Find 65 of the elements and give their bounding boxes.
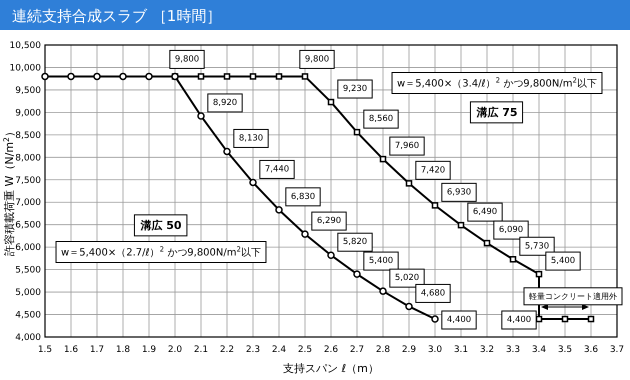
y-tick-label: 9,000 bbox=[15, 108, 42, 118]
x-tick-label: 1.9 bbox=[142, 345, 156, 355]
x-tick-label: 3.5 bbox=[558, 345, 572, 355]
x-tick-label: 1.5 bbox=[38, 345, 52, 355]
y-tick-label: 6,500 bbox=[15, 220, 42, 231]
y-tick-label: 7,000 bbox=[15, 198, 42, 208]
x-tick-label: 1.7 bbox=[90, 345, 104, 355]
annotation: w＝5,400×（2.7/ℓ）$^{2}$ かつ9,800N/m$^{2}$以下 bbox=[61, 246, 261, 258]
x-tick-label: 2.5 bbox=[298, 345, 312, 355]
x-tick-label: 3.7 bbox=[610, 345, 624, 355]
annotation: w＝5,400×（3.4/ℓ）$^{2}$ かつ9,800N/m$^{2}$以下 bbox=[397, 76, 597, 90]
data-label: 8,130 bbox=[238, 133, 264, 144]
data-label: 9,230 bbox=[342, 84, 368, 94]
data-label: 4,400 bbox=[506, 315, 532, 326]
x-tick-label: 2.6 bbox=[324, 345, 338, 355]
y-tick-label: 8,500 bbox=[15, 130, 42, 141]
data-label: 5,820 bbox=[342, 237, 368, 248]
x-tick-label: 2.7 bbox=[350, 345, 364, 355]
y-tick-label: 10,000 bbox=[10, 63, 42, 74]
data-label: 5,400 bbox=[550, 256, 576, 266]
data-label: 6,830 bbox=[290, 192, 316, 202]
data-label: 5,400 bbox=[368, 256, 394, 266]
x-tick-label: 3.2 bbox=[480, 345, 494, 355]
data-label: 9,800 bbox=[174, 54, 200, 64]
data-label: 6,090 bbox=[498, 225, 524, 236]
x-tick-label: 1.6 bbox=[64, 345, 78, 355]
x-tick-label: 2.1 bbox=[194, 345, 208, 355]
x-axis-title: 支持スパン ℓ（m） bbox=[283, 362, 379, 375]
y-tick-label: 6,000 bbox=[15, 243, 42, 254]
y-tick-label: 5,500 bbox=[15, 266, 42, 276]
data-label: 8,920 bbox=[212, 98, 238, 108]
x-tick-label: 2.2 bbox=[220, 345, 234, 355]
x-tick-label: 2.4 bbox=[272, 345, 286, 355]
x-tick-label: 2.3 bbox=[246, 345, 260, 355]
y-tick-label: 9,500 bbox=[15, 86, 42, 96]
data-label: 4,400 bbox=[446, 315, 472, 326]
x-tick-label: 1.8 bbox=[116, 345, 130, 355]
title-banner: 連続支持合成スラブ ［1時間］ bbox=[0, 0, 630, 30]
chart-title: 連続支持合成スラブ ［1時間］ bbox=[12, 7, 222, 25]
data-label: 6,930 bbox=[446, 187, 472, 198]
y-tick-label: 5,000 bbox=[15, 288, 42, 298]
y-tick-label: 4,500 bbox=[15, 310, 42, 321]
data-label: 7,440 bbox=[264, 164, 290, 174]
x-tick-label: 3.4 bbox=[532, 345, 546, 355]
y-tick-label: 7,500 bbox=[15, 176, 42, 186]
x-tick-label: 3.0 bbox=[428, 345, 442, 355]
y-tick-label: 8,000 bbox=[15, 153, 42, 164]
x-tick-label: 3.6 bbox=[584, 345, 598, 355]
data-label: 8,560 bbox=[368, 114, 394, 124]
annotation: 軽量コンクリート適用外 bbox=[529, 292, 617, 301]
x-tick-label: 2.9 bbox=[402, 345, 416, 355]
y-tick-label: 10,500 bbox=[10, 41, 42, 51]
x-tick-label: 3.1 bbox=[454, 345, 468, 355]
x-tick-label: 2.0 bbox=[168, 345, 182, 355]
data-label: 4,680 bbox=[420, 288, 446, 298]
x-tick-label: 2.8 bbox=[376, 345, 390, 355]
data-label: 7,960 bbox=[394, 141, 420, 152]
data-label: 7,420 bbox=[420, 165, 446, 176]
data-label: 5,730 bbox=[524, 241, 550, 252]
data-label: 6,290 bbox=[316, 216, 342, 226]
data-label: 9,800 bbox=[304, 54, 330, 64]
data-label: 6,490 bbox=[472, 207, 498, 218]
y-tick-label: 4,000 bbox=[15, 333, 42, 343]
data-label: 5,020 bbox=[394, 273, 420, 284]
x-tick-label: 3.3 bbox=[506, 345, 520, 355]
